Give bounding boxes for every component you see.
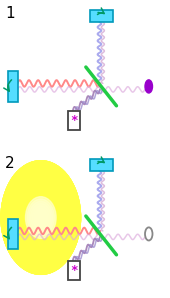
Ellipse shape [36,211,46,224]
Ellipse shape [37,213,44,222]
Ellipse shape [1,161,81,274]
Text: 1: 1 [5,6,15,21]
Circle shape [145,80,152,93]
Ellipse shape [1,161,81,274]
FancyBboxPatch shape [89,10,113,22]
FancyBboxPatch shape [89,159,113,171]
Ellipse shape [1,161,80,274]
Ellipse shape [29,201,53,234]
Ellipse shape [1,161,81,274]
Ellipse shape [1,161,81,274]
Ellipse shape [39,215,42,220]
Ellipse shape [34,208,48,227]
Ellipse shape [26,197,56,238]
Ellipse shape [31,204,51,232]
Ellipse shape [1,161,81,274]
Ellipse shape [32,206,49,229]
Ellipse shape [1,161,81,274]
Ellipse shape [1,161,81,274]
Ellipse shape [1,161,81,274]
Ellipse shape [1,161,81,274]
Ellipse shape [1,161,81,274]
Bar [68,111,80,131]
Text: *: * [70,264,78,277]
Ellipse shape [1,161,81,274]
Ellipse shape [1,161,81,274]
Ellipse shape [1,161,80,274]
Ellipse shape [1,161,80,274]
Ellipse shape [1,161,80,274]
Text: *: * [70,114,78,127]
FancyBboxPatch shape [8,219,18,249]
Ellipse shape [1,161,80,274]
Ellipse shape [1,161,81,274]
Ellipse shape [27,199,54,236]
FancyBboxPatch shape [8,71,18,102]
Text: 2: 2 [5,156,15,171]
Ellipse shape [1,161,81,274]
Bar [68,261,80,280]
Ellipse shape [1,161,80,274]
